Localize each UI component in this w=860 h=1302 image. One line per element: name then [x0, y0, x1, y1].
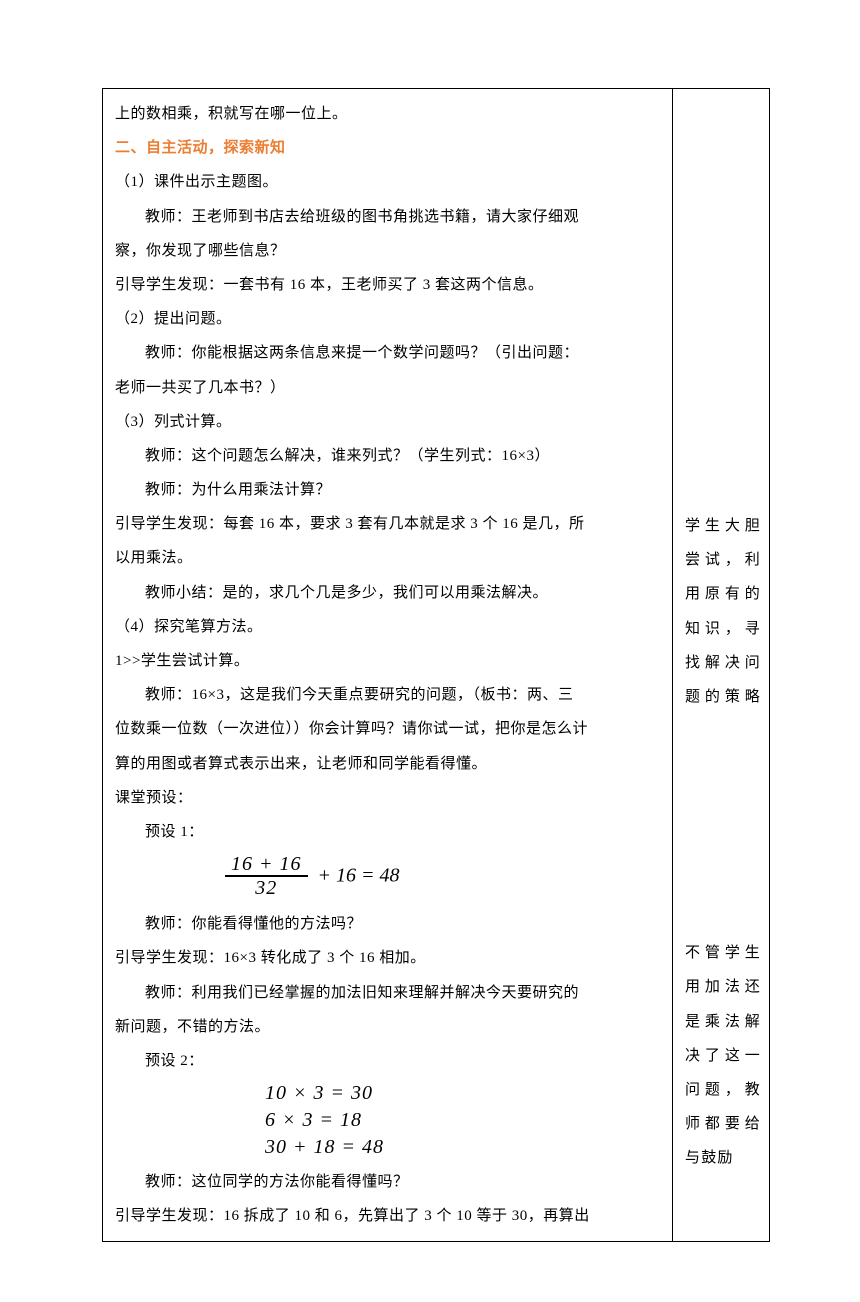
side-note-line: 学生大胆: [685, 509, 761, 543]
paragraph-line: 引导学生发现：16×3 转化成了 3 个 16 相加。: [115, 941, 660, 975]
paragraph-line: 1>>学生尝试计算。: [115, 644, 660, 678]
paragraph-line: （1）课件出示主题图。: [115, 165, 660, 199]
paragraph-line: 教师：16×3，这是我们今天重点要研究的问题，（板书：两、三: [115, 678, 660, 712]
paragraph-line: 教师：这位同学的方法你能看得懂吗？: [115, 1165, 660, 1199]
section-heading: 二、自主活动，探索新知: [115, 131, 660, 165]
continuation-line: 上的数相乘，积就写在哪一位上。: [115, 97, 660, 131]
paragraph-line: 位数乘一位数（一次进位））你会计算吗？请你试一试，把你是怎么计: [115, 712, 660, 746]
preset-label: 预设 1：: [115, 815, 660, 849]
fraction-top: 16 + 16: [225, 853, 308, 877]
equation-line: 30 + 18 = 48: [265, 1134, 660, 1161]
side-note-line: 找解决问: [685, 646, 761, 680]
paragraph-line: （3）列式计算。: [115, 405, 660, 439]
equation-rest: + 16 = 48: [318, 865, 400, 887]
content-table: 上的数相乘，积就写在哪一位上。 二、自主活动，探索新知 （1）课件出示主题图。 …: [102, 88, 770, 1242]
side-note-line: 师都要给: [685, 1107, 761, 1141]
fraction-bottom: 32: [225, 877, 308, 899]
fraction-icon: 16 + 16 32: [225, 853, 308, 899]
preset-label: 预设 2：: [115, 1044, 660, 1078]
heading-number: 二、: [115, 140, 146, 156]
handwritten-equation-2: 10 × 3 = 30 6 × 3 = 18 30 + 18 = 48: [115, 1078, 660, 1165]
paragraph-line: 教师小结：是的，求几个几是多少，我们可以用乘法解决。: [115, 576, 660, 610]
paragraph-line: 教师：你能看得懂他的方法吗？: [115, 907, 660, 941]
paragraph-line: 引导学生发现：16 拆成了 10 和 6，先算出了 3 个 10 等于 30，再…: [115, 1199, 660, 1233]
paragraph-line: 教师：为什么用乘法计算？: [115, 473, 660, 507]
main-column: 上的数相乘，积就写在哪一位上。 二、自主活动，探索新知 （1）课件出示主题图。 …: [103, 89, 673, 1241]
page: 上的数相乘，积就写在哪一位上。 二、自主活动，探索新知 （1）课件出示主题图。 …: [0, 0, 860, 1302]
side-note-line: 题的策略: [685, 680, 761, 714]
paragraph-line: 以用乘法。: [115, 541, 660, 575]
paragraph-line: 引导学生发现：一套书有 16 本，王老师买了 3 套这两个信息。: [115, 268, 660, 302]
side-note-line: 决了这一: [685, 1039, 761, 1073]
side-note-line: 用原有的: [685, 577, 761, 611]
side-note-line: 不管学生: [685, 936, 761, 970]
side-note-line: 是乘法解: [685, 1005, 761, 1039]
side-note-line: 尝试，利: [685, 543, 761, 577]
paragraph-line: （2）提出问题。: [115, 302, 660, 336]
side-note-line: 知识，寻: [685, 612, 761, 646]
side-spacer: [685, 714, 761, 936]
side-spacer: [685, 97, 761, 509]
heading-title: 自主活动，探索新知: [146, 140, 286, 156]
equation-line: 10 × 3 = 30: [265, 1080, 660, 1107]
paragraph-line: 老师一共买了几本书？）: [115, 371, 660, 405]
side-note-line: 问题，教: [685, 1073, 761, 1107]
paragraph-line: （4）探究笔算方法。: [115, 610, 660, 644]
paragraph-line: 课堂预设：: [115, 781, 660, 815]
paragraph-line: 察，你发现了哪些信息？: [115, 234, 660, 268]
side-note-line: 与鼓励: [685, 1141, 761, 1175]
side-note-1: 学生大胆 尝试，利 用原有的 知识，寻 找解决问 题的策略: [685, 509, 761, 714]
paragraph-line: 教师：这个问题怎么解决，谁来列式？（学生列式：16×3）: [115, 439, 660, 473]
paragraph-line: 引导学生发现：每套 16 本，要求 3 套有几本就是求 3 个 16 是几，所: [115, 507, 660, 541]
side-note-2: 不管学生 用加法还 是乘法解 决了这一 问题，教 师都要给 与鼓励: [685, 936, 761, 1175]
paragraph-line: 教师：你能根据这两条信息来提一个数学问题吗？（引出问题：: [115, 336, 660, 370]
side-column: 学生大胆 尝试，利 用原有的 知识，寻 找解决问 题的策略 不管学生 用加法还 …: [673, 89, 769, 1241]
equation-line: 6 × 3 = 18: [265, 1107, 660, 1134]
side-note-line: 用加法还: [685, 970, 761, 1004]
paragraph-line: 新问题，不错的方法。: [115, 1010, 660, 1044]
handwritten-equation-1: 16 + 16 32 + 16 = 48: [115, 849, 660, 907]
paragraph-line: 教师：利用我们已经掌握的加法旧知来理解并解决今天要研究的: [115, 976, 660, 1010]
paragraph-line: 教师：王老师到书店去给班级的图书角挑选书籍，请大家仔细观: [115, 200, 660, 234]
paragraph-line: 算的用图或者算式表示出来，让老师和同学能看得懂。: [115, 747, 660, 781]
